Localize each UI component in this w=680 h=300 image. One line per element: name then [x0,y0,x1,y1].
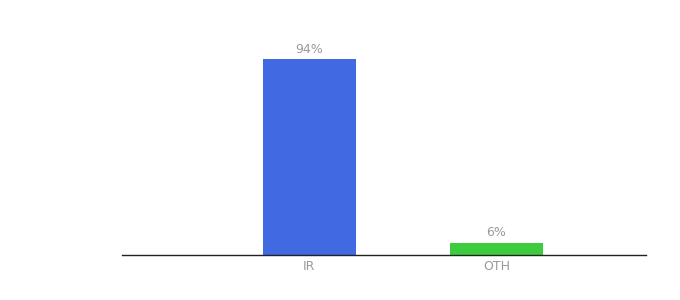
Text: 6%: 6% [486,226,507,239]
Bar [262,59,356,255]
Text: 94%: 94% [296,43,323,56]
Bar [449,242,543,255]
